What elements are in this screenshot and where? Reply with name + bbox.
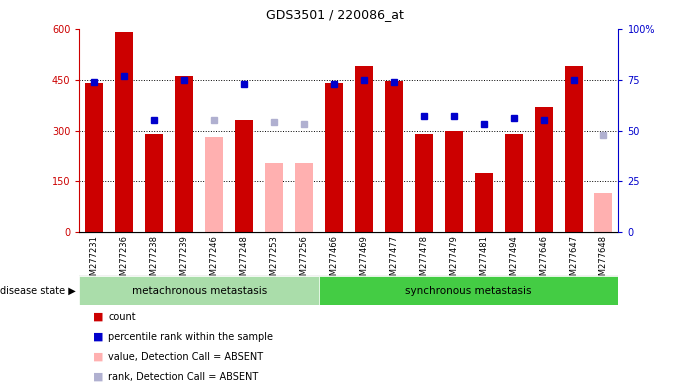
Bar: [445, 131, 463, 232]
Text: metachronous metastasis: metachronous metastasis: [131, 286, 267, 296]
Bar: [79, 276, 319, 305]
Text: value, Detection Call = ABSENT: value, Detection Call = ABSENT: [108, 352, 263, 362]
Bar: [115, 32, 133, 232]
Bar: [594, 193, 612, 232]
Text: GDS3501 / 220086_at: GDS3501 / 220086_at: [266, 8, 404, 21]
Bar: [415, 134, 433, 232]
Bar: [475, 173, 493, 232]
Bar: [176, 76, 193, 232]
Bar: [385, 81, 403, 232]
Bar: [235, 120, 253, 232]
Bar: [205, 137, 223, 232]
Bar: [319, 276, 618, 305]
Bar: [86, 83, 104, 232]
Bar: [145, 134, 163, 232]
Bar: [265, 163, 283, 232]
Text: synchronous metastasis: synchronous metastasis: [406, 286, 532, 296]
Text: ■: ■: [93, 332, 104, 342]
Text: percentile rank within the sample: percentile rank within the sample: [108, 332, 274, 342]
Text: ■: ■: [93, 352, 104, 362]
Text: count: count: [108, 312, 136, 322]
Bar: [565, 66, 583, 232]
Bar: [504, 134, 522, 232]
Text: ■: ■: [93, 372, 104, 382]
Bar: [325, 83, 343, 232]
Bar: [355, 66, 373, 232]
Bar: [535, 107, 553, 232]
Text: ■: ■: [93, 312, 104, 322]
Text: rank, Detection Call = ABSENT: rank, Detection Call = ABSENT: [108, 372, 258, 382]
Bar: [295, 163, 313, 232]
Text: disease state ▶: disease state ▶: [0, 286, 76, 296]
